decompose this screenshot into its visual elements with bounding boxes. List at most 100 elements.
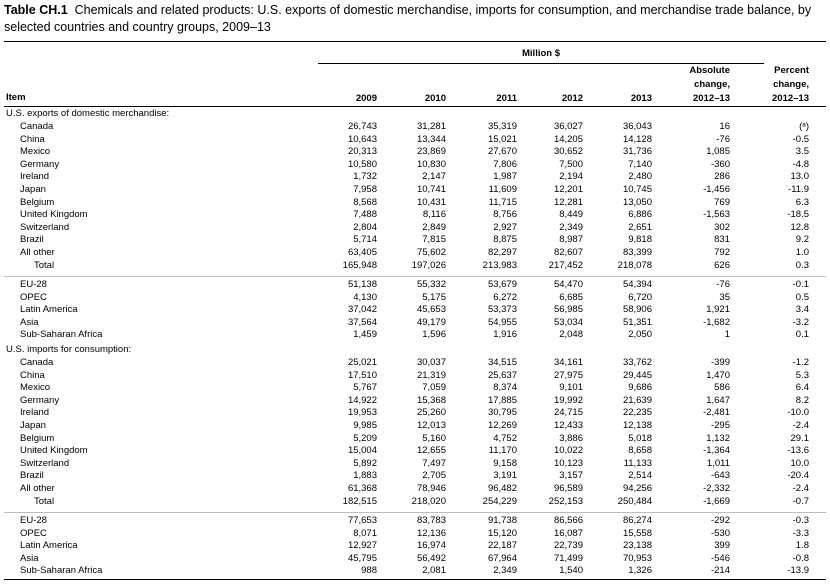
table-cell: 197,026 [411,259,446,271]
table-cell: 96,589 [553,483,583,494]
table-cell: 2,349 [559,221,583,233]
table-cell: -1.2 [792,357,809,368]
table-cell: 0.5 [795,291,809,303]
table-cell: 22,739 [553,540,583,552]
table-label: Table CH.1 [4,3,68,17]
table-cell: 7,497 [422,457,446,469]
table-cell: 5,160 [422,432,446,444]
table-row: Ireland 1,732 2,147 1,987 2,194 2,480 286 13.0 [4,171,826,184]
table-cell: 7,958 [353,184,377,195]
table-cell: 12.8 [790,221,810,233]
table-cell: 55,332 [416,279,446,290]
table-cell: 53,034 [553,316,583,328]
table-cell: 16 [719,121,730,132]
table-cell: 33,762 [622,357,652,368]
table-cell: 2,050 [628,329,652,341]
table-cell: 67,964 [487,552,517,564]
column-header-2013: 2013 [630,93,652,104]
table-cell: 3,886 [559,432,583,444]
table-cell: 58,906 [622,304,652,316]
table-cell: 286 [714,171,730,183]
table-cell: 2,480 [628,171,652,183]
table-cell: 71,499 [553,552,583,564]
table-cell: 34,161 [553,357,583,368]
table-cell: 19,953 [347,407,377,419]
table-cell: 4,752 [493,432,517,444]
row-label: Germany [20,394,60,406]
table-cell: 3,191 [493,470,517,482]
table-cell: 218,078 [617,259,652,271]
table-cell: 8,449 [559,209,583,221]
table-cell: 86,566 [553,515,583,526]
table-cell: 10,643 [347,133,377,145]
table-row: Sub-Saharan Africa 988 2,081 2,349 1,540 1,32… [4,565,826,578]
table-cell: 30,795 [487,407,517,419]
table-cell: (ᵃ) [799,121,809,132]
table-cell: 83,399 [622,247,652,258]
table-cell: 0.3 [795,259,809,271]
table-row: Brazil 5,714 7,815 8,875 8,987 9,818 831 9.2 [4,234,826,247]
table-cell: 12,136 [416,527,446,539]
table-cell: 10,745 [622,184,652,195]
row-label: Belgium [20,432,55,444]
row-label: Mexico [20,382,51,394]
table-cell: 1,596 [422,329,446,341]
table-cell: 10,431 [416,196,446,208]
row-label: OPEC [20,527,47,539]
table-cell: 29.1 [790,432,810,444]
table-cell: 1,921 [706,304,730,316]
table-cell: -1,682 [703,316,730,328]
table-cell: 75,602 [416,247,446,258]
table-cell: 1,883 [353,470,377,482]
table-cell: 8,071 [353,527,377,539]
table-cell: 1,085 [706,146,730,158]
table-cell: 2,804 [353,221,377,233]
table-cell: 30,037 [416,357,446,368]
table-cell: -2,481 [703,407,730,419]
table-row: Brazil 1,883 2,705 3,191 3,157 2,514 -643 -20.4 [4,470,826,483]
table-cell: 2,194 [559,171,583,183]
top-rule [4,41,826,42]
row-label: Belgium [20,196,55,208]
table-cell: 5,767 [353,382,377,394]
table-cell: 8,658 [628,445,652,457]
table-cell: 10,022 [553,445,583,457]
table-cell: 5.3 [795,369,809,381]
table-cell: 10.0 [790,457,810,469]
table-cell: -1,456 [703,184,730,195]
row-label: Sub-Saharan Africa [20,565,103,577]
table-cell: 53,679 [487,279,517,290]
table-cell: 13.0 [790,171,810,183]
table-cell: 9,985 [353,420,377,431]
table-cell: -0.5 [792,133,809,145]
table-cell: 54,470 [553,279,583,290]
table-row: Switzerland 5,892 7,497 9,158 10,123 11,133 1,… [4,458,826,471]
table-cell: 8,374 [493,382,517,394]
table-cell: 24,715 [553,407,583,419]
table-cell: 11,609 [488,184,517,195]
table-cell: 399 [714,540,730,552]
table-cell: -0.3 [792,515,809,526]
table-cell: 2,927 [493,221,517,233]
table-cell: 13,344 [416,133,446,145]
table-caption: Chemicals and related products: U.S. exp… [4,3,812,34]
table-cell: -360 [710,158,730,170]
table-cell: 49,179 [416,316,446,328]
row-label: Canada [20,121,54,132]
table-cell: 7,815 [422,234,446,246]
table-cell: -1,669 [703,495,730,507]
table-cell: 2,514 [628,470,652,482]
table-row: Asia 37,564 49,179 54,955 53,034 51,351 -1,682… [4,317,826,330]
table-cell: 11,133 [623,457,652,469]
table-cell: 9,101 [559,382,583,394]
table-row: Belgium 8,568 10,431 11,715 12,281 13,050 769 6… [4,197,826,210]
table-cell: -1,364 [703,445,730,457]
table-cell: 10,580 [347,158,377,170]
table-cell: 23,869 [416,146,446,158]
column-header-2012: 2012 [561,93,583,104]
table-row: United Kingdom 7,488 8,116 8,756 8,449 6,886 -… [4,209,826,222]
table-row: Germany 10,580 10,830 7,806 7,500 7,140 -360 -4… [4,159,826,172]
table-cell: 14,922 [347,394,377,406]
table-cell: 8,756 [493,209,517,221]
table-cell: 34,515 [487,357,517,368]
